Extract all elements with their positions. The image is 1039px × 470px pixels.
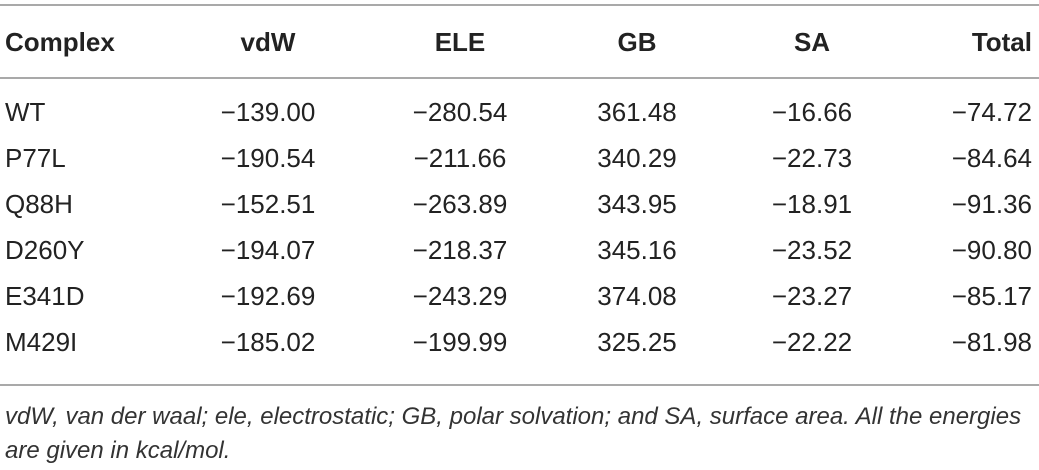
table-cell: −91.36 <box>951 189 1032 219</box>
table-cell: 374.08 <box>597 281 677 311</box>
header-cell: Total <box>971 27 1032 57</box>
table-cell: −85.17 <box>951 281 1032 311</box>
row-label: Q88H <box>5 189 73 219</box>
row-label: M429I <box>5 327 78 357</box>
table-cell: −22.22 <box>771 327 853 357</box>
row-label: E341D <box>5 281 85 311</box>
header-rule <box>0 77 1039 79</box>
header-cell: vdW <box>240 27 296 57</box>
footnote: vdW, van der waal; ele, electrostatic; G… <box>5 403 1022 464</box>
table-cell: −23.52 <box>771 235 853 265</box>
header-cell: ELE <box>434 27 486 57</box>
table-cell: −74.72 <box>951 97 1032 127</box>
table-cell: −90.80 <box>951 235 1032 265</box>
table-cell: −84.64 <box>951 143 1032 173</box>
header-cell: Complex <box>5 27 115 57</box>
row-label: P77L <box>5 143 66 173</box>
top-rule <box>0 4 1039 6</box>
table-cell: −16.66 <box>771 97 853 127</box>
row-label: WT <box>5 97 46 127</box>
bottom-rule <box>0 384 1039 386</box>
table-cell: −139.00 <box>220 97 316 127</box>
header-cell: GB <box>617 27 657 57</box>
table-cell: −81.98 <box>951 327 1032 357</box>
table-cell: 361.48 <box>597 97 677 127</box>
table-cell: −263.89 <box>412 189 508 219</box>
header-cell: SA <box>793 27 831 57</box>
table-cell: −218.37 <box>412 235 508 265</box>
row-label: D260Y <box>5 235 85 265</box>
table-cell: −23.27 <box>771 281 853 311</box>
table-cell: 325.25 <box>597 327 677 357</box>
table-cell: −199.99 <box>412 327 508 357</box>
table-cell: 343.95 <box>597 189 677 219</box>
table-cell: −18.91 <box>771 189 853 219</box>
table-cell: −185.02 <box>220 327 316 357</box>
table-cell: −280.54 <box>412 97 508 127</box>
table-cell: −190.54 <box>220 143 316 173</box>
table-cell: −192.69 <box>220 281 316 311</box>
table-cell: −152.51 <box>220 189 316 219</box>
table-cell: 345.16 <box>597 235 677 265</box>
table-cell: −211.66 <box>413 143 507 173</box>
table-cell: −194.07 <box>220 235 316 265</box>
table-cell: −243.29 <box>412 281 508 311</box>
table-cell: 340.29 <box>597 143 677 173</box>
table-cell: −22.73 <box>771 143 853 173</box>
